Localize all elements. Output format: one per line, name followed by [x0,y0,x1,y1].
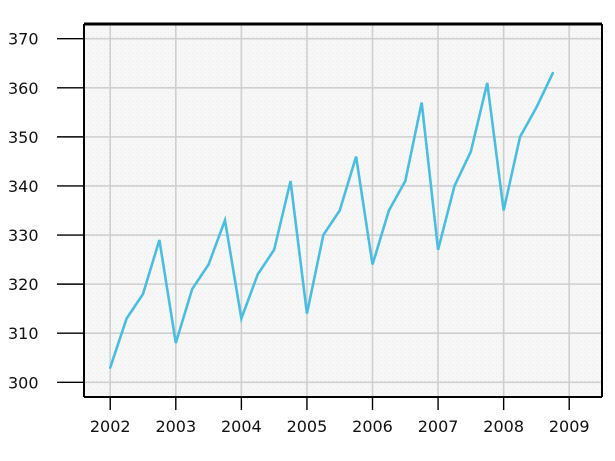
y-tick-label: 360 [8,79,39,98]
axis-layer [57,22,603,410]
label-layer: 300 310 320 330 340 350 360 370 2002 2003 2004 2005… [8,30,590,436]
y-tick-label: 340 [8,177,39,196]
y-tick-label: 310 [8,324,39,343]
y-tick-label: 350 [8,128,39,147]
y-tick-label: 330 [8,226,39,245]
x-tick-label: 2005 [287,417,328,436]
x-tick-label: 2003 [155,417,196,436]
x-tick-label: 2007 [418,417,459,436]
x-tick-label: 2006 [352,417,393,436]
y-tick-label: 320 [8,275,39,294]
plot-background [84,24,602,397]
y-tick-label: 300 [8,373,39,392]
x-tick-label: 2004 [221,417,262,436]
y-tick-label: 370 [8,30,39,49]
grid-layer [84,24,602,397]
x-tick-label: 2002 [90,417,131,436]
series-layer [108,71,555,369]
series-line [108,71,555,369]
x-tick-label: 2009 [549,417,590,436]
x-tick-label: 2008 [483,417,524,436]
